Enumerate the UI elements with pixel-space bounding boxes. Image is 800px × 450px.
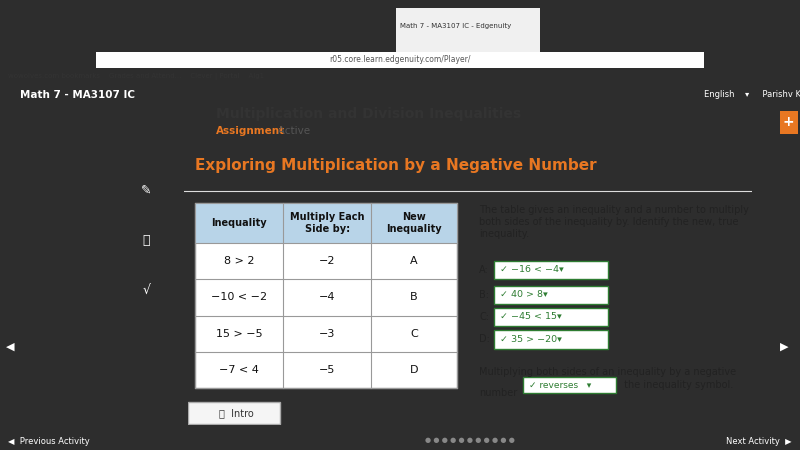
Text: The table gives an inequality and a number to multiply
both sides of the inequal: The table gives an inequality and a numb… xyxy=(479,205,750,239)
Text: ● ● ● ● ● ● ● ● ● ● ●: ● ● ● ● ● ● ● ● ● ● ● xyxy=(425,437,515,443)
Text: A: A xyxy=(410,256,418,266)
Text: Multiplying both sides of an inequality by a negative: Multiplying both sides of an inequality … xyxy=(479,367,737,377)
Text: −7 < 4: −7 < 4 xyxy=(219,365,259,375)
Text: Active: Active xyxy=(268,126,310,135)
Text: r05.core.learn.edgenuity.com/Player/: r05.core.learn.edgenuity.com/Player/ xyxy=(330,55,470,64)
Text: −4: −4 xyxy=(319,292,336,302)
Bar xyxy=(195,202,457,388)
Text: ✎: ✎ xyxy=(141,184,151,197)
Text: A:: A: xyxy=(479,265,489,274)
Text: −5: −5 xyxy=(319,365,336,375)
Text: √: √ xyxy=(142,284,150,297)
Text: English    ▾     Parishv Kanwar: English ▾ Parishv Kanwar xyxy=(704,90,800,99)
Text: ✓ 40 > 8▾: ✓ 40 > 8▾ xyxy=(500,290,548,299)
FancyBboxPatch shape xyxy=(494,330,608,348)
Text: 🔊  Intro: 🔊 Intro xyxy=(218,408,254,418)
FancyBboxPatch shape xyxy=(494,261,608,279)
Text: ✓ reverses   ▾: ✓ reverses ▾ xyxy=(529,381,591,390)
Text: ◀: ◀ xyxy=(6,342,14,351)
Text: ✓ −16 < −4▾: ✓ −16 < −4▾ xyxy=(500,265,564,274)
Text: D:: D: xyxy=(479,334,490,344)
Text: ✓ 35 > −20▾: ✓ 35 > −20▾ xyxy=(500,335,562,344)
Text: the inequality symbol.: the inequality symbol. xyxy=(622,380,734,390)
Text: Math 7 - MA3107 IC - Edgenuity: Math 7 - MA3107 IC - Edgenuity xyxy=(400,23,511,29)
FancyBboxPatch shape xyxy=(494,286,608,304)
Text: C: C xyxy=(410,328,418,339)
Bar xyxy=(396,8,540,52)
Bar xyxy=(195,202,457,243)
Text: 15 > −5: 15 > −5 xyxy=(216,328,262,339)
Text: 8 > 2: 8 > 2 xyxy=(224,256,254,266)
Bar xyxy=(96,52,704,68)
Text: Multiply Each
Side by:: Multiply Each Side by: xyxy=(290,212,365,234)
Text: −10 < −2: −10 < −2 xyxy=(211,292,267,302)
Text: number: number xyxy=(479,388,518,398)
Text: New
Inequality: New Inequality xyxy=(386,212,442,234)
Text: B: B xyxy=(410,292,418,302)
Text: ✓ −45 < 15▾: ✓ −45 < 15▾ xyxy=(500,312,562,321)
Text: wowolves.com bookmarks    Grades and Attend...    Clever | Portal    Alg1: wowolves.com bookmarks Grades and Attend… xyxy=(8,72,264,80)
Text: Assignment: Assignment xyxy=(216,126,285,135)
Text: −3: −3 xyxy=(319,328,336,339)
Text: ▶: ▶ xyxy=(780,342,788,351)
Bar xyxy=(780,111,798,134)
FancyBboxPatch shape xyxy=(188,402,280,424)
Text: Math 7 - MA3107 IC: Math 7 - MA3107 IC xyxy=(20,90,135,100)
Text: B:: B: xyxy=(479,290,490,300)
Text: C:: C: xyxy=(479,312,490,322)
Text: Next Activity  ▶: Next Activity ▶ xyxy=(726,436,792,446)
FancyBboxPatch shape xyxy=(494,308,608,326)
Text: 🎧: 🎧 xyxy=(142,234,150,247)
Text: ◀  Previous Activity: ◀ Previous Activity xyxy=(8,436,90,446)
Text: D: D xyxy=(410,365,418,375)
Text: Inequality: Inequality xyxy=(211,218,267,228)
Text: Multiplication and Division Inequalities: Multiplication and Division Inequalities xyxy=(216,107,521,122)
Text: Exploring Multiplication by a Negative Number: Exploring Multiplication by a Negative N… xyxy=(195,158,597,173)
Text: +: + xyxy=(783,115,794,130)
FancyBboxPatch shape xyxy=(522,377,616,393)
Text: −2: −2 xyxy=(319,256,336,266)
